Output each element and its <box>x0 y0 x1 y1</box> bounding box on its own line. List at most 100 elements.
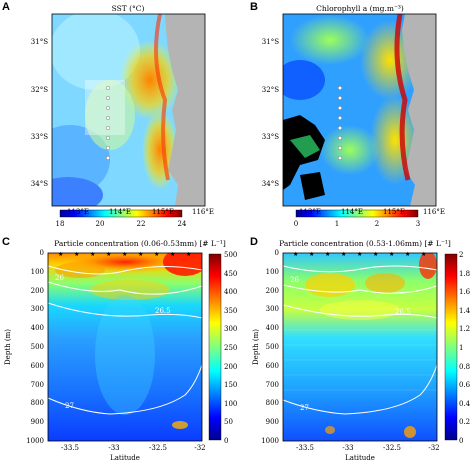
panel-c-letter: C <box>2 236 10 248</box>
section-c-colorbar <box>208 253 222 441</box>
chl-coastline-land <box>402 14 436 206</box>
panel-b-lat-34: 34°S <box>262 180 279 188</box>
panel-c-ytick-900: 900 <box>31 418 44 426</box>
chl-cbar-tick-3: 3 <box>416 220 420 228</box>
panel-d-contour-26: 26 <box>290 276 299 284</box>
panel-d-cbar-0: 0 <box>459 437 463 445</box>
chl-colorbar <box>295 209 419 218</box>
panel-d-ytick-900: 900 <box>266 418 279 426</box>
panel-d-ytick-700: 700 <box>266 381 279 389</box>
panel-c-ytick-300: 300 <box>31 305 44 313</box>
panel-d-cbar-1: 1 <box>459 344 463 352</box>
panel-d-ytick-100: 100 <box>266 268 279 276</box>
panel-d-ytick-600: 600 <box>266 362 279 370</box>
panel-c-cbar-500: 500 <box>224 251 237 259</box>
panel-b-lon-116: 116°E <box>423 208 445 216</box>
panel-d-ytick-0: 0 <box>275 249 279 257</box>
panel-c-contour-26: 26 <box>55 274 64 282</box>
panel-c-xtick-33-5: -33.5 <box>61 444 79 452</box>
sst-stations <box>105 85 110 160</box>
panel-b-title: Chlorophyll a (mg.m⁻³) <box>316 4 404 13</box>
svg-text:★: ★ <box>154 251 159 258</box>
panel-d-xtick-32: -32 <box>428 444 439 452</box>
panel-c-ytick-200: 200 <box>31 287 44 295</box>
panel-c-title: Particle concentration (0.06-0.53mm) [# … <box>54 239 226 248</box>
panel-a-lon-113: 113°E <box>67 208 89 216</box>
panel-c-xtick-32: -32 <box>194 444 205 452</box>
svg-text:★: ★ <box>421 251 426 258</box>
panel-a: A SST (°C) 31°S 32°S 33°S 34°S 113°E 114… <box>2 1 214 228</box>
panel-c-contour-27: 27 <box>65 402 74 410</box>
svg-text:★: ★ <box>122 251 127 258</box>
svg-text:★: ★ <box>341 251 346 258</box>
panel-c-ytick-700: 700 <box>31 381 44 389</box>
panel-c-ylabel: Depth (m) <box>4 329 12 365</box>
panel-d-title: Particle concentration (0.53-1.06mm) [# … <box>279 239 451 248</box>
panel-d-cbar-1-2: 1.2 <box>459 325 470 333</box>
panel-c-xtick-32-5: -32.5 <box>149 444 167 452</box>
panel-c-ytick-400: 400 <box>31 324 44 332</box>
svg-text:★: ★ <box>106 251 111 258</box>
sst-cbar-tick-20: 20 <box>96 220 105 228</box>
panel-d-cbar-0-4: 0.4 <box>459 400 471 408</box>
panel-c-cbar-150: 150 <box>224 381 237 389</box>
svg-text:★: ★ <box>309 251 314 258</box>
panel-d-ylabel: Depth (m) <box>252 329 260 365</box>
sst-colorbar <box>59 209 183 218</box>
svg-text:★: ★ <box>186 251 191 258</box>
section-c-contours <box>47 265 203 415</box>
panel-d-xtick-33: -33 <box>342 444 353 452</box>
panel-d-xlabel: Latitude <box>345 454 375 462</box>
panel-b-lon-113: 113°E <box>299 208 321 216</box>
chl-cbar-tick-2: 2 <box>375 220 379 228</box>
panel-c: C Particle concentration (0.06-0.53mm) [… <box>2 236 237 462</box>
panel-d-cbar-1-4: 1.4 <box>459 307 471 315</box>
panel-d-ytick-800: 800 <box>266 399 279 407</box>
chlorophyll-map <box>283 14 436 206</box>
panel-d-ytick-200: 200 <box>266 287 279 295</box>
panel-d-cbar-1-6: 1.6 <box>459 288 471 296</box>
chl-cbar-tick-1: 1 <box>335 220 339 228</box>
panel-c-ytick-600: 600 <box>31 362 44 370</box>
panel-b-letter: B <box>250 1 258 13</box>
panel-d-cbar-0-6: 0.6 <box>459 381 471 389</box>
svg-text:★: ★ <box>325 251 330 258</box>
panel-a-lon-116: 116°E <box>192 208 214 216</box>
panel-c-ytick-0: 0 <box>40 249 44 257</box>
panel-d-ytick-1000: 1000 <box>261 437 279 445</box>
panel-c-cbar-350: 350 <box>224 307 237 315</box>
panel-b-lat-31: 31°S <box>262 38 279 46</box>
panel-c-cbar-200: 200 <box>224 363 237 371</box>
panel-c-ytick-800: 800 <box>31 399 44 407</box>
section-c-station-markers: ★ ★ ★ ★ ★ ★ ★ ★ ★ <box>58 251 191 258</box>
panel-b-lat-33: 33°S <box>262 133 279 141</box>
svg-text:★: ★ <box>74 251 79 258</box>
svg-text:★: ★ <box>170 251 175 258</box>
svg-text:★: ★ <box>405 251 410 258</box>
sst-cbar-tick-22: 22 <box>137 220 146 228</box>
panel-c-xtick-33: -33 <box>108 444 119 452</box>
panel-c-cbar-100: 100 <box>224 400 237 408</box>
svg-text:★: ★ <box>90 251 95 258</box>
panel-c-xlabel: Latitude <box>110 454 140 462</box>
section-d-contours <box>282 265 438 415</box>
section-d-field <box>283 253 437 441</box>
sst-cbar-tick-18: 18 <box>56 220 65 228</box>
panel-c-cbar-400: 400 <box>224 288 237 296</box>
panel-c-ytick-1000: 1000 <box>26 437 44 445</box>
panel-d-cbar-1-8: 1.8 <box>459 270 470 278</box>
panel-d-cbar-0-2: 0.2 <box>459 418 470 426</box>
panel-d-contour-26-5: 26.5 <box>395 308 411 316</box>
panel-c-ytick-100: 100 <box>31 268 44 276</box>
panel-c-contour-26-5: 26.5 <box>155 307 171 315</box>
panel-d-cbar-0-8: 0.8 <box>459 363 470 371</box>
section-d-colorbar <box>444 253 458 441</box>
svg-text:★: ★ <box>138 251 143 258</box>
panel-a-lat-31: 31°S <box>31 38 48 46</box>
panel-d-ytick-500: 500 <box>266 343 279 351</box>
panel-a-lat-32: 32°S <box>31 86 48 94</box>
section-c-field <box>48 253 202 441</box>
svg-text:★: ★ <box>389 251 394 258</box>
chl-cbar-tick-0: 0 <box>294 220 298 228</box>
